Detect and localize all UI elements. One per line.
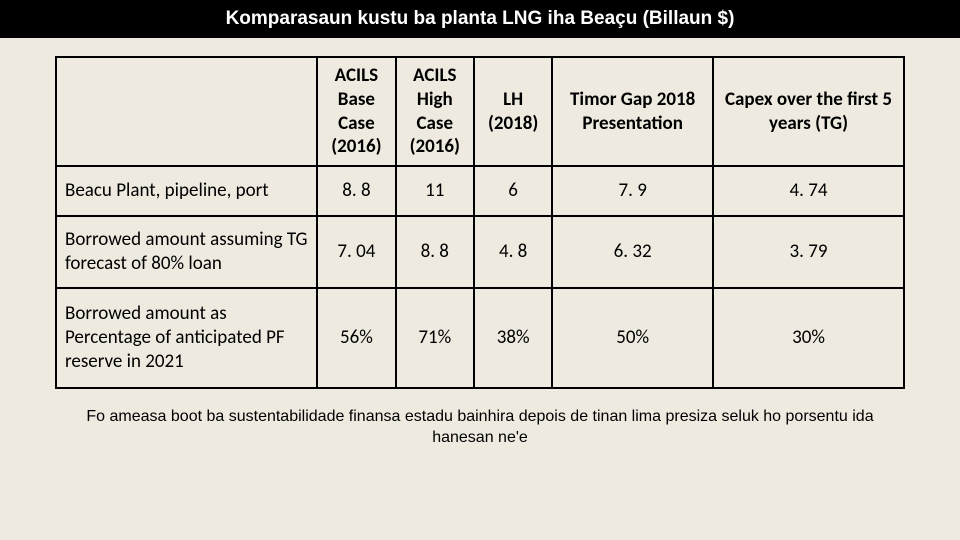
row-label: Borrowed amount assuming TG forecast of … [56, 216, 317, 288]
table-row: Borrowed amount assuming TG forecast of … [56, 216, 904, 288]
cell: 7. 9 [552, 166, 713, 216]
cell: 8. 8 [396, 216, 474, 288]
cell: 7. 04 [317, 216, 395, 288]
cell: 3. 79 [713, 216, 904, 288]
table-container: ACILS Base Case (2016) ACILS High Case (… [0, 38, 960, 397]
cell: 38% [474, 288, 552, 388]
cell: 11 [396, 166, 474, 216]
cell: 4. 8 [474, 216, 552, 288]
table-row: Beacu Plant, pipeline, port 8. 8 11 6 7.… [56, 166, 904, 216]
footnote-text: Fo ameasa boot ba sustentabilidade finan… [0, 397, 960, 449]
cell: 6. 32 [552, 216, 713, 288]
page-title: Komparasaun kustu ba planta LNG iha Beaç… [0, 0, 960, 38]
header-col-2: ACILS High Case (2016) [396, 57, 474, 166]
header-col-1: ACILS Base Case (2016) [317, 57, 395, 166]
row-label: Beacu Plant, pipeline, port [56, 166, 317, 216]
header-col-4: Timor Gap 2018 Presentation [552, 57, 713, 166]
header-col-3: LH (2018) [474, 57, 552, 166]
comparison-table: ACILS Base Case (2016) ACILS High Case (… [55, 56, 905, 389]
cell: 6 [474, 166, 552, 216]
cell: 30% [713, 288, 904, 388]
cell: 4. 74 [713, 166, 904, 216]
cell: 71% [396, 288, 474, 388]
cell: 56% [317, 288, 395, 388]
table-header-row: ACILS Base Case (2016) ACILS High Case (… [56, 57, 904, 166]
cell: 8. 8 [317, 166, 395, 216]
table-row: Borrowed amount as Percentage of anticip… [56, 288, 904, 388]
header-empty [56, 57, 317, 166]
cell: 50% [552, 288, 713, 388]
row-label: Borrowed amount as Percentage of anticip… [56, 288, 317, 388]
header-col-5: Capex over the first 5 years (TG) [713, 57, 904, 166]
